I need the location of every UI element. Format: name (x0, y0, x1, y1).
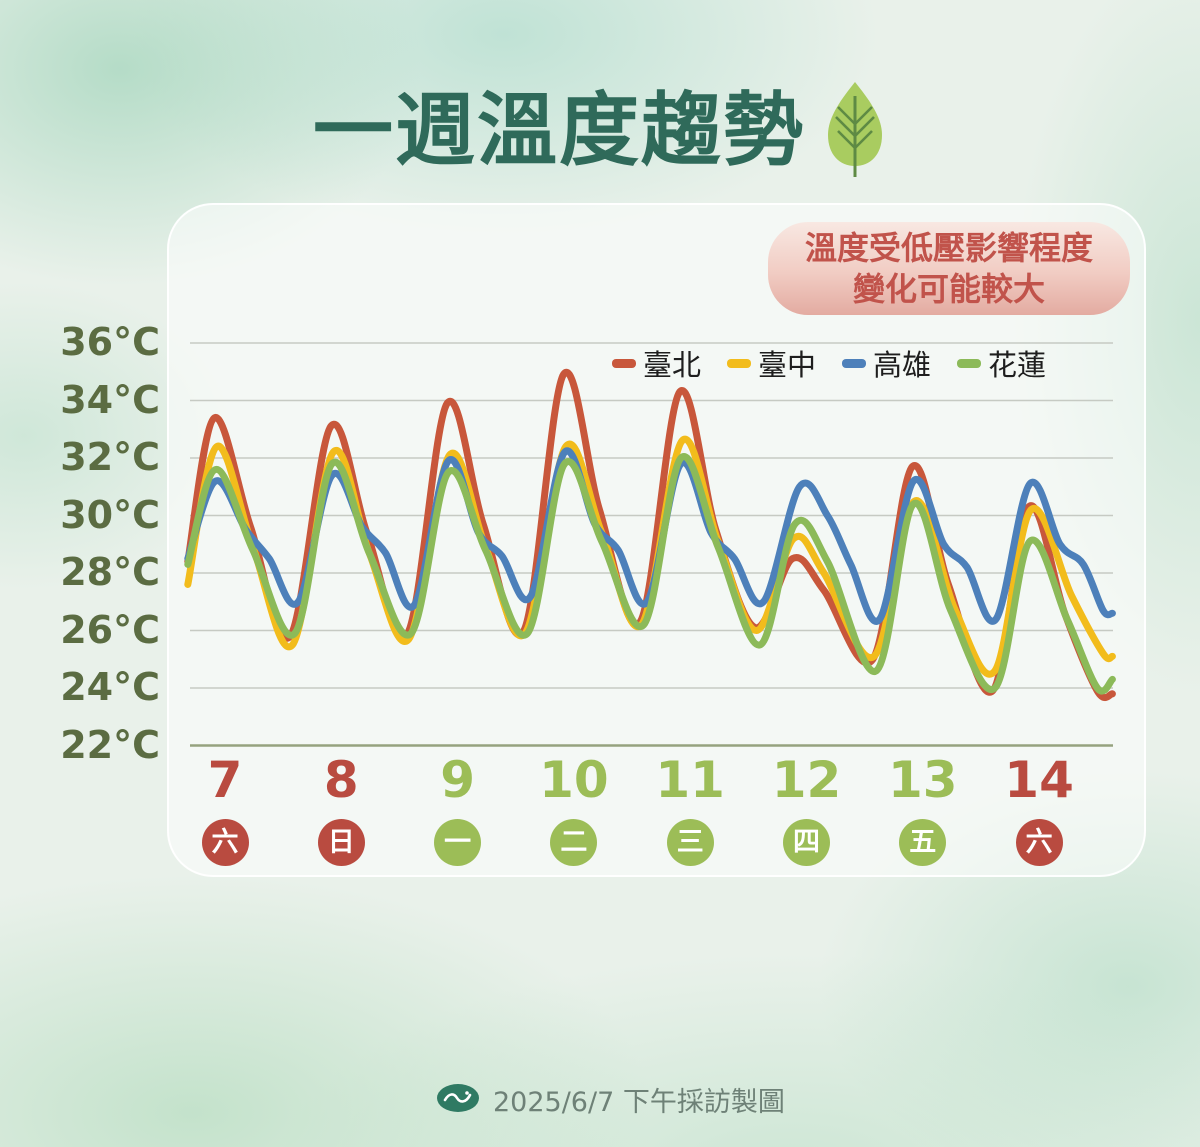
chart-legend: 臺北 臺中 高雄 花蓮 (612, 342, 1046, 384)
date-label: 8 (323, 751, 359, 809)
weekday-badge: 三 (666, 819, 714, 866)
legend-label: 高雄 (873, 348, 932, 382)
date-label: 12 (771, 751, 842, 809)
date-label: 13 (888, 751, 958, 809)
y-tick-label: 26°C (60, 607, 160, 652)
date-label: 10 (539, 751, 609, 809)
series-line-花蓮 (184, 452, 1116, 695)
weekday-badge: 五 (899, 819, 947, 866)
warning-line-2: 變化可能較大 (852, 269, 1045, 308)
weekday-badge: 六 (201, 819, 249, 866)
date-label: 9 (440, 751, 475, 809)
date-label: 7 (207, 751, 243, 809)
y-tick-label: 32°C (60, 435, 160, 479)
weekday-badge: 一 (434, 819, 482, 866)
y-tick-label: 28°C (60, 550, 160, 594)
agency-logo-icon (436, 1083, 480, 1117)
date-label: 11 (655, 751, 725, 809)
y-tick-label: 30°C (60, 492, 160, 537)
y-tick-label: 34°C (60, 377, 160, 422)
date-label: 14 (1004, 751, 1074, 809)
low-pressure-warning: 溫度受低壓影響程度 變化可能較大 (768, 222, 1130, 315)
legend-swatch (612, 358, 636, 368)
temperature-chart (184, 342, 1116, 747)
legend-label: 花蓮 (988, 348, 1047, 382)
page-title: 一週溫度趨勢 (313, 84, 805, 177)
footer: 2025/6/7 下午採訪製圖 (436, 1080, 785, 1119)
legend-label: 臺中 (758, 348, 817, 382)
legend-item-臺北: 臺北 (612, 342, 701, 384)
warning-line-1: 溫度受低壓影響程度 (804, 228, 1093, 267)
legend-item-高雄: 高雄 (842, 342, 931, 384)
weekday-badge: 二 (550, 819, 598, 866)
weekday-badge: 六 (1015, 819, 1063, 866)
weekday-badge: 四 (783, 819, 830, 866)
y-tick-label: 24°C (60, 665, 160, 709)
legend-swatch (957, 358, 982, 368)
legend-swatch (842, 358, 867, 368)
title-row: 一週溫度趨勢 (0, 66, 1200, 196)
y-tick-label: 36°C (60, 320, 160, 364)
legend-item-臺中: 臺中 (727, 342, 816, 384)
credit-text: 2025/6/7 下午採訪製圖 (493, 1087, 785, 1118)
y-tick-label: 22°C (60, 722, 160, 767)
legend-swatch (727, 358, 752, 368)
weekday-badge: 日 (317, 819, 365, 866)
legend-label: 臺北 (643, 348, 702, 382)
leaf-icon (823, 80, 887, 182)
legend-item-花蓮: 花蓮 (957, 342, 1046, 384)
